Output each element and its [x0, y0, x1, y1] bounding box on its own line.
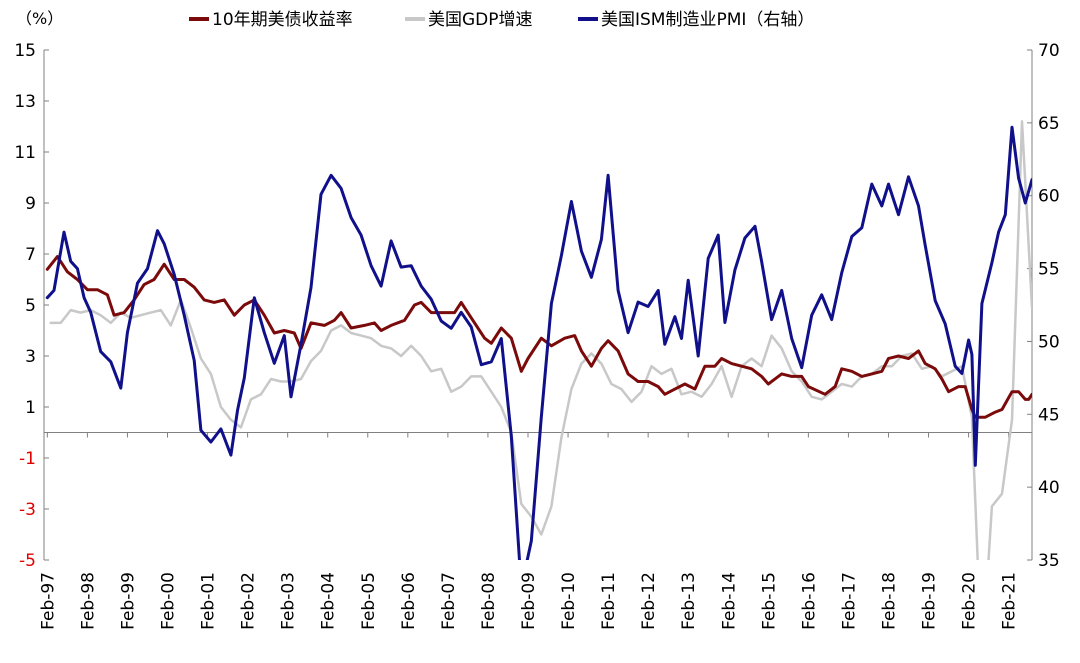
right-axis-tick-label: 55 [1038, 260, 1060, 280]
right-axis-tick-label: 60 [1038, 187, 1060, 207]
x-axis-tick-label: Feb-17 [839, 572, 859, 630]
left-axis-tick-label: -3 [19, 500, 36, 520]
right-axis-tick-label: 40 [1038, 478, 1060, 498]
x-axis-tick-label: Feb-09 [519, 572, 539, 630]
right-axis: 35 40 45 50 55 60 65 70 [1027, 41, 1060, 571]
x-axis-tick-label: Feb-11 [599, 572, 619, 630]
x-axis-tick-label: Feb-15 [759, 572, 779, 630]
left-axis-tick-label: 5 [25, 296, 36, 316]
series-layer [45, 120, 1032, 560]
left-axis-tick-label: 9 [25, 194, 36, 214]
x-axis-tick-label: Feb-14 [719, 572, 739, 630]
right-axis-tick-label: 35 [1038, 551, 1060, 571]
x-axis-tick-label: Feb-07 [439, 572, 459, 630]
x-axis-tick-label: Feb-19 [920, 572, 940, 630]
x-axis-tick-label: Feb-12 [639, 572, 659, 630]
x-axis-tick-label: Feb-02 [239, 572, 259, 630]
x-axis-tick-label: Feb-98 [78, 572, 98, 630]
series-line-ism-pmi [45, 125, 1032, 560]
legend-label-ism-pmi: 美国ISM制造业PMI（右轴） [601, 10, 814, 30]
x-axis-tick-label: Feb-16 [799, 572, 819, 630]
series-line-treasury-yield [45, 255, 1032, 419]
legend: 10年期美债收益率 美国GDP增速 美国ISM制造业PMI（右轴） [189, 10, 814, 30]
x-axis-tick-label: Feb-13 [679, 572, 699, 630]
legend-label-treasury-yield: 10年期美债收益率 [212, 10, 353, 30]
left-axis-tick-label: -5 [19, 551, 36, 571]
x-axis-tick-label: Feb-18 [879, 572, 899, 630]
left-axis-tick-label: 3 [25, 347, 36, 367]
left-axis-tick-label: 7 [25, 245, 36, 265]
left-axis-tick-label: 13 [14, 92, 36, 112]
x-axis-tick-label: Feb-06 [399, 572, 419, 630]
left-axis-tick-label: 11 [14, 143, 36, 163]
right-axis-tick-label: 45 [1038, 405, 1060, 425]
left-axis-tick-label: 15 [14, 41, 36, 61]
x-axis-tick-label: Feb-03 [279, 572, 299, 630]
x-axis-tick-label: Feb-99 [118, 572, 138, 630]
x-axis-tick-label: Feb-97 [38, 572, 58, 630]
right-axis-tick-label: 65 [1038, 114, 1060, 134]
x-axis-tick-label: Feb-05 [359, 572, 379, 630]
x-axis: Feb-97 Feb-98 Feb-99 Feb-00 Feb-01 Feb-02 Feb-… [38, 432, 1032, 630]
right-axis-tick-label: 50 [1038, 332, 1060, 352]
left-axis-tick-label: 1 [25, 398, 36, 418]
x-axis-tick-label: Feb-04 [319, 572, 339, 630]
x-axis-tick-label: Feb-00 [159, 572, 179, 630]
x-axis-tick-label: Feb-20 [960, 572, 980, 630]
left-axis-tick-label: -1 [19, 449, 36, 469]
x-axis-tick-label: Feb-08 [479, 572, 499, 630]
right-axis-tick-label: 70 [1038, 41, 1060, 61]
x-axis-tick-label: Feb-10 [559, 572, 579, 630]
left-axis-unit-label: （%） [16, 9, 63, 28]
x-axis-tick-label: Feb-21 [1000, 572, 1020, 630]
x-axis-tick-label: Feb-01 [199, 572, 219, 630]
legend-label-gdp-growth: 美国GDP增速 [428, 10, 533, 30]
